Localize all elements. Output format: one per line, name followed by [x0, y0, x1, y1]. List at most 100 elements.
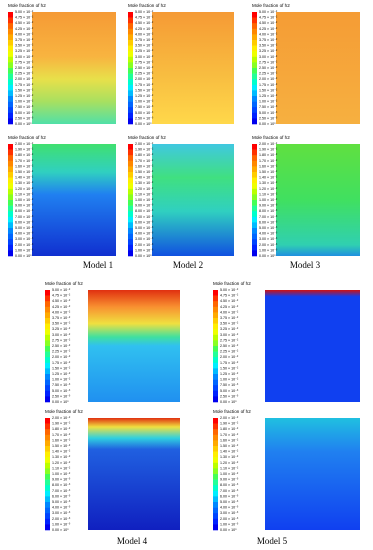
colorbar-label: 9.00 × 10⁻³ [52, 478, 71, 482]
colorbar-label: 1.20 × 10⁻² [15, 187, 34, 191]
colorbar-label: 1.00 × 10⁻³ [220, 522, 239, 526]
colorbar-band [45, 323, 50, 330]
colorbar-band [213, 340, 218, 347]
colorbar-label: 2.00 × 10⁻² [52, 355, 71, 359]
colorbar-band [8, 183, 13, 190]
colorbar-label: 2.00 × 10⁻² [15, 77, 34, 81]
colorbar-label: 1.10 × 10⁻² [52, 466, 71, 470]
colorbar-band [128, 155, 133, 162]
colorbar-label: 1.75 × 10⁻² [15, 83, 34, 87]
colorbar-band [252, 96, 257, 102]
colorbar-label: 1.50 × 10⁻² [220, 444, 239, 448]
colorbar-band [252, 177, 257, 184]
colorbar-label: 2.00 × 10⁻² [220, 416, 239, 420]
colorbar-band [128, 118, 133, 125]
colorbar-label: 5.00 × 10⁻² [220, 288, 239, 292]
colorbar-band [128, 40, 133, 46]
colorbar-band [128, 51, 133, 58]
caption: Model 1 [83, 260, 113, 270]
colorbar-label: 1.50 × 10⁻² [220, 366, 239, 370]
colorbar-band [213, 334, 218, 341]
colorbar-label: 3.25 × 10⁻² [259, 49, 278, 53]
colorbar-label: 1.50 × 10⁻² [259, 88, 278, 92]
colorbar-band [128, 144, 133, 150]
colorbar-band [128, 239, 133, 246]
colorbar-band [213, 385, 218, 392]
colorbar-band [128, 73, 133, 80]
colorbar-band [252, 68, 257, 74]
colorbar-label: 4.75 × 10⁻² [259, 16, 278, 20]
colorbar-band [45, 295, 50, 302]
colorbar-label: 3.50 × 10⁻² [52, 322, 71, 326]
colorbar-label: 4.50 × 10⁻² [259, 21, 278, 25]
colorbar-band [45, 462, 50, 469]
colorbar-label: 1.10 × 10⁻² [135, 192, 154, 196]
colorbar-band [8, 149, 13, 156]
colorbar-band [213, 446, 218, 452]
colorbar-label: 3.75 × 10⁻² [15, 38, 34, 42]
colorbar-label: 4.00 × 10⁻³ [15, 232, 34, 236]
colorbar-band [213, 357, 218, 364]
colorbar-label: 2.00 × 10⁻² [15, 142, 34, 146]
colorbar-band [213, 434, 218, 441]
colorbar-band [252, 228, 257, 234]
colorbar-label: 1.20 × 10⁻² [135, 187, 154, 191]
contour-field [32, 12, 116, 124]
colorbar-label: 1.80 × 10⁻² [220, 427, 239, 431]
colorbar-label: 1.80 × 10⁻² [259, 153, 278, 157]
colorbar-label: 5.00 × 10⁻³ [259, 226, 278, 230]
colorbar-label: 1.75 × 10⁻² [259, 83, 278, 87]
colorbar-label: 4.75 × 10⁻² [15, 16, 34, 20]
colorbar-band [213, 507, 218, 514]
colorbar-band [252, 40, 257, 46]
colorbar-label: 4.50 × 10⁻² [220, 299, 239, 303]
colorbar-label: 5.00 × 10⁻³ [15, 226, 34, 230]
colorbar-band [213, 474, 218, 480]
colorbar-band [8, 160, 13, 167]
colorbar-band [45, 329, 50, 336]
colorbar-label: 1.90 × 10⁻² [15, 148, 34, 152]
colorbar-label: 0.00 × 10⁰ [15, 254, 32, 258]
colorbar-band [128, 90, 133, 97]
colorbar-label: 2.50 × 10⁻² [135, 66, 154, 70]
colorbar-label: 1.50 × 10⁻² [135, 88, 154, 92]
colorbar-band [8, 239, 13, 246]
colorbar-label: 1.60 × 10⁻² [220, 438, 239, 442]
colorbar-label: 6.00 × 10⁻³ [259, 220, 278, 224]
colorbar-band [252, 84, 257, 91]
colorbar-label: 0.00 × 10⁰ [52, 400, 69, 404]
colorbar-label: 3.50 × 10⁻² [15, 44, 34, 48]
colorbar-band [128, 56, 133, 63]
colorbar-label: 3.00 × 10⁻² [259, 55, 278, 59]
colorbar-label: 2.00 × 10⁻² [135, 77, 154, 81]
colorbar-label: 4.50 × 10⁻² [135, 21, 154, 25]
colorbar-label: 1.00 × 10⁻³ [135, 248, 154, 252]
colorbar-label: 2.00 × 10⁻² [135, 142, 154, 146]
colorbar-band [45, 507, 50, 514]
colorbar-label: 3.00 × 10⁻³ [135, 237, 154, 241]
colorbar-label: 1.50 × 10⁻² [15, 170, 34, 174]
colorbar-label: 2.25 × 10⁻² [220, 350, 239, 354]
colorbar-band [252, 79, 257, 86]
colorbar-label: 0.00 × 10⁰ [220, 528, 237, 532]
colorbar-label: 4.00 × 10⁻² [220, 310, 239, 314]
colorbar-label: 4.00 × 10⁻² [135, 32, 154, 36]
colorbar-label: 1.00 × 10⁻² [15, 198, 34, 202]
colorbar-band [45, 374, 50, 380]
colorbar-label: 3.75 × 10⁻² [135, 38, 154, 42]
colorbar-label: 7.00 × 10⁻³ [259, 215, 278, 219]
colorbar-band [45, 502, 50, 508]
colorbar-label: 5.00 × 10⁻² [15, 10, 34, 14]
colorbar-band [8, 51, 13, 58]
colorbar-band [128, 166, 133, 173]
colorbar-band [45, 357, 50, 364]
colorbar-label: 8.00 × 10⁻³ [52, 483, 71, 487]
colorbar-label: 3.00 × 10⁻³ [259, 237, 278, 241]
colorbar-label: 8.00 × 10⁻³ [220, 483, 239, 487]
colorbar-band [8, 84, 13, 91]
colorbar-band [252, 211, 257, 218]
colorbar-label: 2.50 × 10⁻³ [135, 116, 154, 120]
colorbar-band [128, 107, 133, 114]
colorbar-band [252, 160, 257, 167]
colorbar-label: 1.50 × 10⁻² [15, 88, 34, 92]
